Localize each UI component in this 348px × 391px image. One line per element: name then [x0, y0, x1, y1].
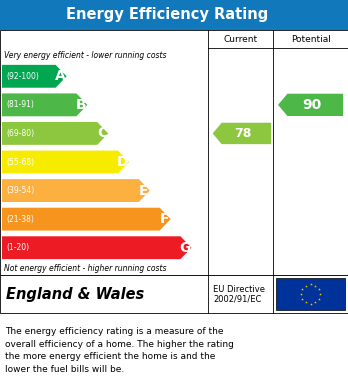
Bar [276, 278, 345, 310]
Text: (69-80): (69-80) [6, 129, 34, 138]
Polygon shape [213, 123, 271, 144]
Text: 2002/91/EC: 2002/91/EC [213, 294, 261, 303]
Text: 78: 78 [234, 127, 252, 140]
Bar [0, 275, 348, 313]
Text: 90: 90 [302, 98, 321, 112]
Text: Very energy efficient - lower running costs: Very energy efficient - lower running co… [4, 50, 166, 59]
Text: G: G [180, 241, 191, 255]
Text: Potential: Potential [291, 34, 331, 43]
Bar [0, 30, 348, 275]
Text: F: F [160, 212, 169, 226]
Polygon shape [2, 208, 171, 231]
Text: C: C [97, 126, 107, 140]
Text: (55-68): (55-68) [6, 158, 34, 167]
Text: The energy efficiency rating is a measure of the
overall efficiency of a home. T: The energy efficiency rating is a measur… [5, 326, 234, 374]
Text: England & Wales: England & Wales [6, 287, 144, 301]
Bar [0, 0, 348, 30]
Polygon shape [2, 151, 129, 174]
Text: (39-54): (39-54) [6, 186, 34, 195]
Polygon shape [2, 93, 87, 116]
Text: (81-91): (81-91) [6, 100, 34, 109]
Polygon shape [2, 65, 66, 88]
Text: (92-100): (92-100) [6, 72, 39, 81]
Polygon shape [2, 179, 150, 202]
Text: Energy Efficiency Rating: Energy Efficiency Rating [66, 7, 268, 23]
Text: EU Directive: EU Directive [213, 285, 265, 294]
Polygon shape [2, 236, 191, 259]
Polygon shape [2, 122, 108, 145]
Text: E: E [139, 183, 149, 197]
Text: Not energy efficient - higher running costs: Not energy efficient - higher running co… [4, 264, 166, 273]
Text: (1-20): (1-20) [6, 243, 29, 252]
Text: A: A [55, 69, 66, 83]
Text: Current: Current [223, 34, 258, 43]
Text: B: B [76, 98, 87, 112]
Text: (21-38): (21-38) [6, 215, 34, 224]
Text: D: D [117, 155, 129, 169]
Polygon shape [278, 94, 343, 116]
